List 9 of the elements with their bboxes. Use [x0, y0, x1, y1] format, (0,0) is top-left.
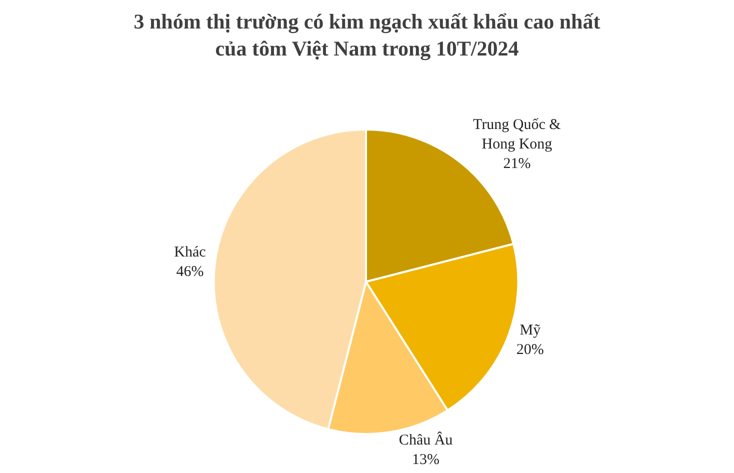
data-label: 21%	[503, 156, 531, 172]
data-label: 46%	[176, 264, 204, 280]
data-label: 20%	[516, 342, 544, 358]
data-label: 13%	[412, 452, 440, 468]
slice-label: Trung Quốc & Hong Kong	[473, 116, 562, 152]
slice-label: Châu Âu	[398, 432, 454, 449]
slice-label: Mỹ	[520, 322, 542, 338]
chart-title: 3 nhóm thị trường có kim ngạch xuất khẩu cao nhất của tôm Việt Nam trong 10T/2024	[134, 9, 600, 61]
slice-label: Khác	[174, 244, 206, 261]
